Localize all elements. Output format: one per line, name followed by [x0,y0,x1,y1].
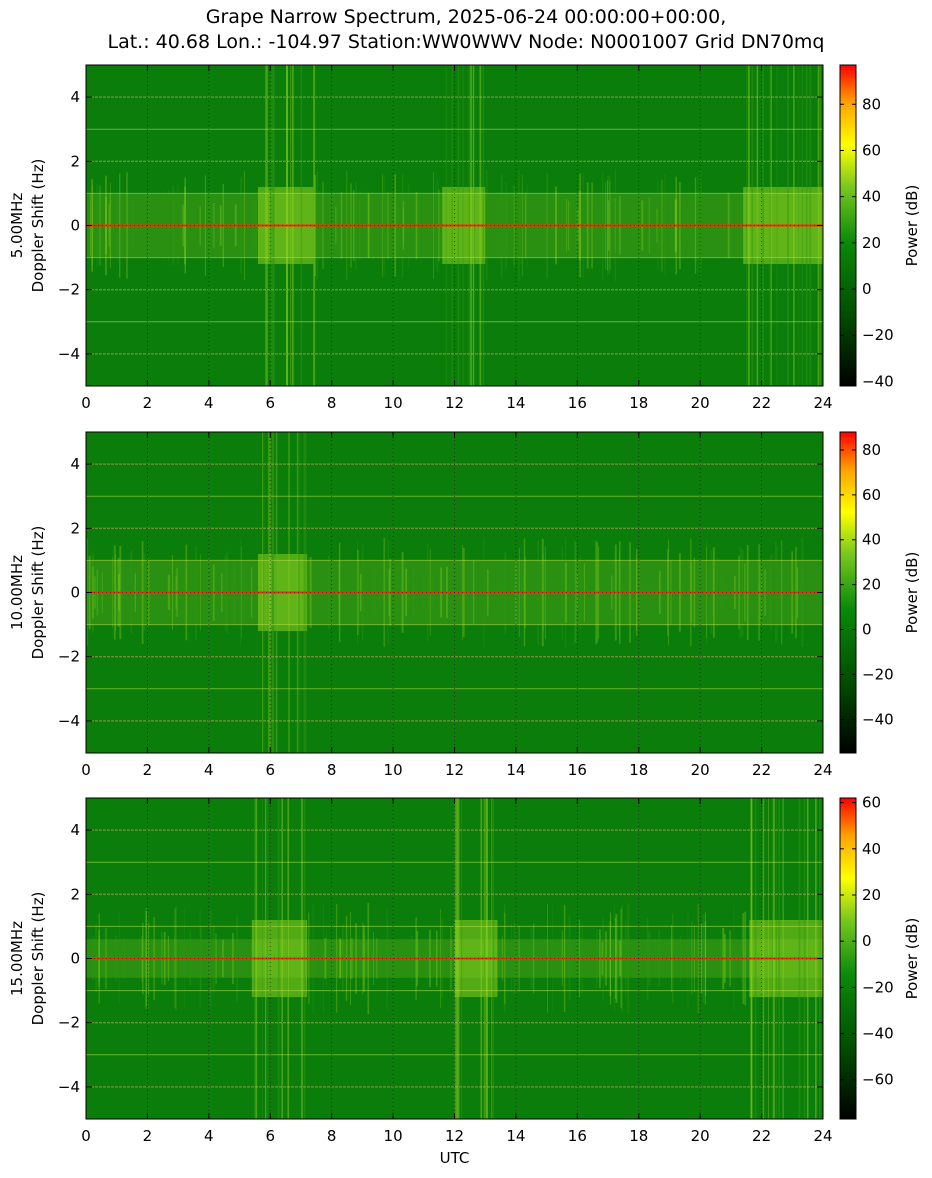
x-tick-label: 12 [445,394,464,412]
x-tick-label: 14 [506,761,525,779]
colorbar-label: Power (dB) [903,552,921,634]
x-tick-label: 2 [143,394,153,412]
colorbar-tick-label: 20 [862,234,881,252]
y-tick-label: −4 [58,1078,80,1096]
colorbar-tick-label: 60 [862,486,881,504]
x-tick-label: 20 [691,394,710,412]
y-tick-label: −2 [58,648,80,666]
y-tick-label: −2 [58,281,80,299]
colorbar-tick-label: 0 [862,280,872,298]
x-tick-label: 2 [143,761,153,779]
colorbar-tick-label: 40 [862,531,881,549]
x-tick-label: 24 [813,761,832,779]
x-tick-label: 6 [265,394,275,412]
x-tick-label: 2 [143,1127,153,1145]
x-tick-label: 8 [327,761,337,779]
x-tick-label: 24 [813,1127,832,1145]
y-axis-frequency-label: 15.00MHz [8,921,26,996]
y-tick-label: 2 [70,519,80,537]
colorbar-label: Power (dB) [903,918,921,1000]
x-tick-label: 20 [691,761,710,779]
x-tick-label: 10 [384,394,403,412]
spectrogram-heatmap [86,65,823,386]
x-tick-label: 22 [752,1127,771,1145]
x-tick-label: 18 [629,761,648,779]
colorbar-tick-label: 60 [862,794,881,812]
x-tick-label: 16 [568,761,587,779]
x-tick-label: 22 [752,394,771,412]
x-tick-label: 12 [445,761,464,779]
colorbar-tick-label: −20 [862,665,894,683]
x-tick-label: 4 [204,394,214,412]
colorbar-tick-label: −20 [862,978,894,996]
colorbar [839,64,857,387]
x-tick-label: 6 [265,761,275,779]
y-tick-label: 4 [70,455,80,473]
colorbar-tick-label: 0 [862,932,872,950]
y-axis-label: Doppler Shift (Hz) [29,892,47,1026]
x-tick-label: 0 [81,761,91,779]
chart-title-line-2: Lat.: 40.68 Lon.: -104.97 Station:WW0WWV… [107,31,825,53]
y-tick-label: 0 [70,584,80,602]
colorbar-tick-label: −40 [862,710,894,728]
spectrogram-heatmap [86,432,823,753]
colorbar-tick-label: 20 [862,576,881,594]
x-tick-label: 8 [327,1127,337,1145]
x-tick-label: 4 [204,1127,214,1145]
x-tick-label: 24 [813,394,832,412]
colorbar-tick-label: −40 [862,372,894,390]
y-tick-label: −4 [58,345,80,363]
colorbar-tick-label: 40 [862,840,881,858]
x-tick-label: 14 [506,394,525,412]
x-tick-label: 10 [384,761,403,779]
colorbar-tick-label: 60 [862,141,881,159]
y-tick-label: 0 [70,950,80,968]
chart-title-line-1: Grape Narrow Spectrum, 2025-06-24 00:00:… [205,6,727,28]
x-axis-label: UTC [440,1149,470,1167]
x-tick-label: 16 [568,1127,587,1145]
colorbar-tick-label: −40 [862,1025,894,1043]
colorbar-tick-label: 20 [862,886,881,904]
y-tick-label: 2 [70,152,80,170]
y-tick-label: −4 [58,712,80,730]
y-tick-label: 4 [70,821,80,839]
colorbar-tick-label: 80 [862,95,881,113]
colorbar-tick-label: −20 [862,326,894,344]
y-tick-label: 0 [70,217,80,235]
y-axis-label: Doppler Shift (Hz) [29,159,47,293]
x-tick-label: 22 [752,761,771,779]
y-axis-frequency-label: 10.00MHz [8,555,26,630]
colorbar-tick-label: 80 [862,441,881,459]
y-tick-label: 4 [70,88,80,106]
x-tick-label: 10 [384,1127,403,1145]
x-tick-label: 0 [81,394,91,412]
x-tick-label: 18 [629,394,648,412]
x-tick-label: 6 [265,1127,275,1145]
y-tick-label: −2 [58,1014,80,1032]
x-tick-label: 18 [629,1127,648,1145]
x-tick-label: 14 [506,1127,525,1145]
colorbar-tick-label: 40 [862,188,881,206]
colorbar-tick-label: 0 [862,621,872,639]
x-tick-label: 8 [327,394,337,412]
x-tick-label: 4 [204,761,214,779]
x-tick-label: 20 [691,1127,710,1145]
colorbar [839,797,857,1120]
colorbar-label: Power (dB) [903,185,921,267]
y-tick-label: 2 [70,885,80,903]
x-tick-label: 12 [445,1127,464,1145]
x-tick-label: 16 [568,394,587,412]
y-axis-frequency-label: 5.00MHz [8,193,26,259]
y-axis-label: Doppler Shift (Hz) [29,526,47,660]
colorbar-tick-label: −60 [862,1071,894,1089]
x-tick-label: 0 [81,1127,91,1145]
colorbar [839,431,857,754]
spectrogram-heatmap [86,798,823,1119]
